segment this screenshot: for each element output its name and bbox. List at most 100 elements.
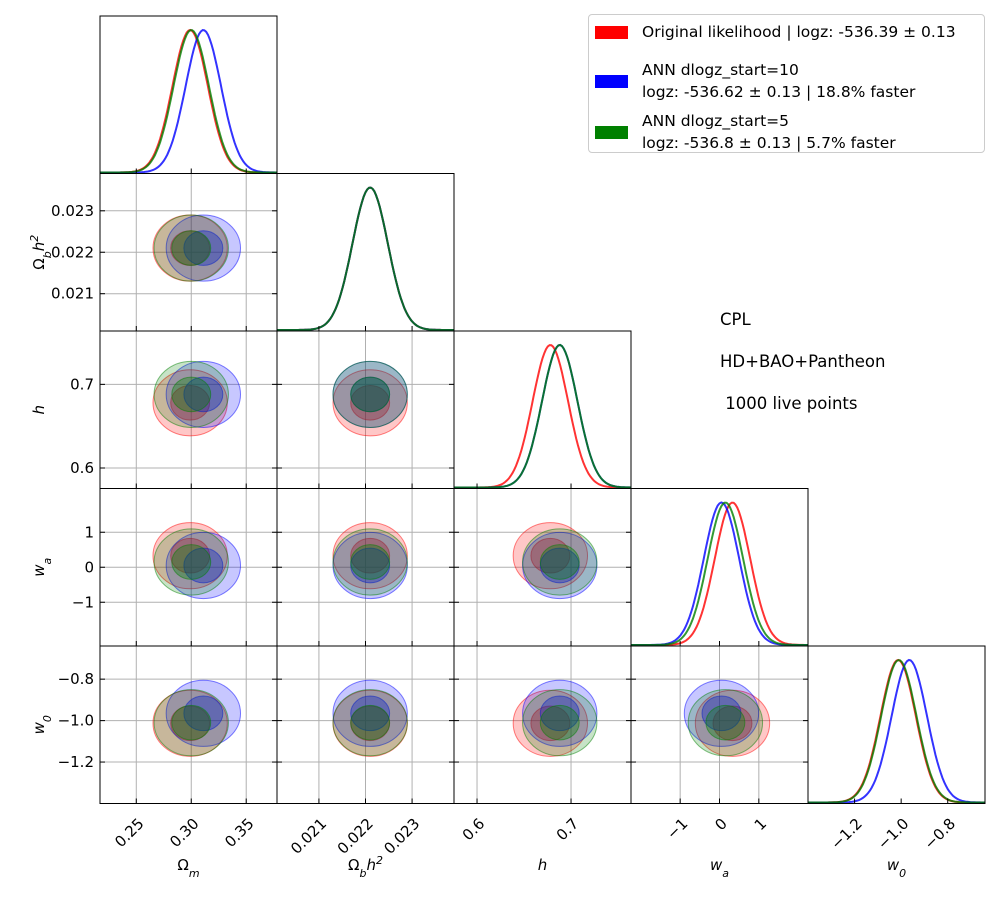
panel [99, 488, 278, 647]
contours [332, 679, 408, 757]
contour [153, 689, 229, 757]
contour [171, 704, 212, 741]
x-tick-label: 0.021 [287, 815, 330, 858]
annotation: CPL [720, 310, 751, 329]
legend-item: Original likelihood | logz: -536.39 ± 0.… [595, 21, 956, 43]
density-curve [100, 29, 277, 174]
contour [153, 214, 229, 282]
y-tick-label: −1.0 [58, 712, 94, 730]
contour [152, 689, 228, 757]
y-tick-label: 0.022 [51, 243, 94, 261]
label-part: Ω [30, 258, 48, 269]
contour [332, 360, 408, 428]
contour [512, 522, 589, 590]
legend-label: Original likelihood | logz: -536.39 ± 0.… [642, 23, 956, 41]
x-axis-label: h [538, 856, 548, 874]
contours [152, 679, 242, 757]
x-axis-label: Ωbh2 [348, 854, 383, 880]
x-axis-label: Ωm [177, 856, 199, 880]
label-part: 0 [41, 715, 54, 722]
panel-bg [631, 488, 808, 646]
label-part: w [887, 856, 900, 874]
y-axis-label: h [30, 405, 48, 415]
x-tick-label: 0.35 [221, 815, 257, 851]
contour [170, 705, 211, 742]
contour [165, 679, 242, 747]
contour [332, 689, 408, 757]
contour [522, 528, 598, 596]
y-tick-label: 0.023 [51, 202, 94, 220]
label-part: m [189, 867, 200, 880]
y-tick-label: 0.6 [70, 459, 94, 477]
legend: Original likelihood | logz: -536.39 ± 0.… [588, 14, 985, 153]
x-tick-label: 0.022 [334, 815, 377, 858]
legend-swatch [595, 125, 628, 139]
x-tick-label: 0.023 [380, 815, 423, 858]
panel-bg [100, 16, 277, 174]
panel-bg [277, 173, 454, 331]
contour [705, 704, 746, 741]
contour [701, 695, 742, 732]
label-part: h [538, 856, 548, 874]
label-part: Ω [177, 856, 188, 874]
panel-bg [454, 646, 631, 804]
panel-bg [808, 646, 985, 804]
curves [277, 186, 454, 331]
x-tick-label: 0 [711, 815, 730, 834]
y-tick-label: 0.7 [70, 375, 94, 393]
x-tick-label: 0.6 [459, 815, 489, 845]
panel [276, 488, 455, 647]
x-tick-label: −0.8 [921, 815, 959, 853]
legend-swatch [595, 74, 628, 88]
contour [522, 689, 598, 757]
panel [807, 645, 986, 804]
contour [332, 522, 408, 590]
contour [350, 376, 391, 413]
contours [152, 214, 242, 282]
contour [183, 695, 224, 732]
contours [683, 679, 771, 757]
contours [332, 522, 408, 600]
density-curve [454, 343, 631, 489]
curves [631, 501, 808, 646]
x-tick-label: −1 [663, 815, 691, 843]
y-tick-label: 0 [84, 558, 94, 576]
label-part: h [30, 405, 48, 415]
x-tick-label: 0.30 [166, 815, 202, 851]
y-axis-label: Ωbh2 [28, 235, 54, 270]
contour [687, 689, 764, 757]
label-part: b [359, 867, 366, 880]
label-part: w [710, 856, 723, 874]
label-part: h [366, 856, 376, 874]
annotation: HD+BAO+Pantheon [720, 352, 885, 371]
contour [332, 369, 408, 437]
panel [99, 15, 278, 174]
x-tick-label: −1.0 [874, 815, 912, 853]
y-tick-label: 0.021 [51, 285, 94, 303]
label-part: 0 [899, 867, 906, 880]
curves [454, 343, 631, 489]
label-part: w [30, 721, 48, 734]
contours [152, 360, 242, 437]
label-part: 2 [376, 854, 383, 867]
y-tick-label: −1.2 [58, 753, 94, 771]
panel-bg [100, 331, 277, 489]
contour [171, 230, 212, 266]
contour [171, 376, 212, 413]
x-axis-label: w0 [887, 856, 906, 880]
panel-frame [807, 645, 986, 804]
panel [99, 645, 278, 804]
label-part: w [30, 564, 48, 577]
y-tick-label: −0.8 [58, 670, 94, 688]
contour [350, 544, 391, 580]
contour [539, 704, 580, 741]
contour [539, 544, 580, 580]
contours [512, 679, 598, 757]
legend-item: ANN dlogz_start=5 logz: -536.8 ± 0.13 | … [595, 110, 896, 154]
contour [165, 531, 242, 600]
contour [171, 544, 212, 580]
panel [276, 173, 455, 332]
contour [153, 360, 229, 428]
x-tick-label: −1.2 [827, 815, 865, 853]
